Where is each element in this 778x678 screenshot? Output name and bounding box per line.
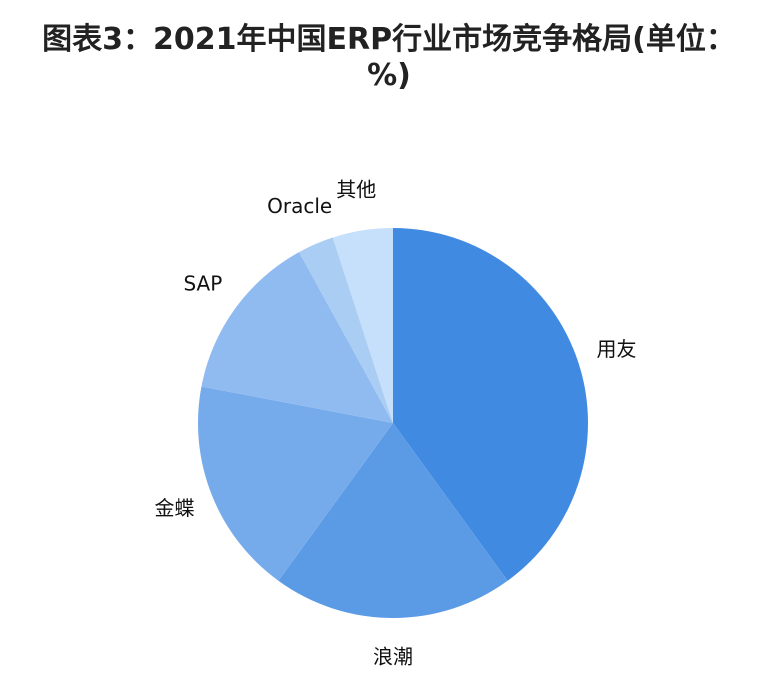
pie-slice xyxy=(198,386,393,581)
pie-slice xyxy=(332,228,393,423)
slice-label: Oracle xyxy=(267,194,332,218)
slice-label: 金蝶 xyxy=(155,496,195,520)
pie-slice xyxy=(299,237,393,423)
slice-label: 其他 xyxy=(336,177,376,201)
slice-label: SAP xyxy=(183,271,222,295)
pie-slice xyxy=(201,252,393,423)
pie-slice xyxy=(393,228,589,581)
chart-title: 图表3：2021年中国ERP行业市场竞争格局(单位：%) xyxy=(42,22,736,93)
pie-slice xyxy=(278,423,508,618)
slice-label: 用友 xyxy=(596,337,636,361)
slice-label: 浪潮 xyxy=(373,645,413,669)
